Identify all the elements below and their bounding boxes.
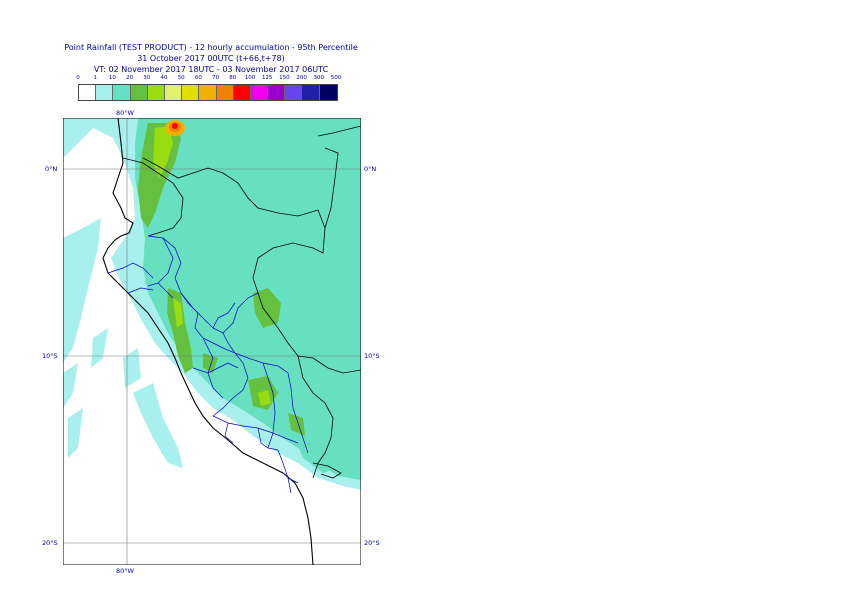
legend-label: 200 [296, 75, 307, 81]
legend-label: 70 [212, 75, 220, 81]
color-legend [78, 84, 338, 101]
legend-swatch [199, 85, 217, 100]
latitude-label-0-right: 0°N [364, 165, 377, 173]
latitude-label-10-right: 10°S [364, 352, 380, 360]
legend-label: 100 [244, 75, 256, 81]
legend-labels: 0 1 10 20 30 40 50 60 70 80 100 125 150 200 300 500 [70, 75, 360, 84]
legend-label: 300 [313, 75, 325, 81]
rainfall-map [63, 118, 361, 565]
map-subtitle-date: 31 October 2017 00UTC (t+66,t+78) [137, 54, 285, 63]
legend-swatch [79, 85, 97, 100]
legend-label: 50 [177, 75, 185, 81]
rain-peak [165, 120, 185, 136]
legend-label: 40 [160, 75, 168, 81]
legend-swatch [285, 85, 303, 100]
legend-label: 60 [194, 75, 202, 81]
latitude-label-20-left: 20°S [42, 539, 58, 547]
longitude-label-top: 80°W [116, 109, 134, 117]
country-borders [122, 125, 361, 479]
coastline [102, 118, 314, 565]
legend-label: 0 [76, 75, 80, 81]
legend-swatch [216, 85, 234, 100]
legend-swatch [268, 85, 286, 100]
map-subtitle-validity: VT: 02 November 2017 18UTC - 03 November… [93, 65, 329, 74]
legend-swatch [233, 85, 251, 100]
legend-swatch [130, 85, 148, 100]
legend-swatch [319, 85, 337, 100]
latitude-label-10-left: 10°S [42, 352, 58, 360]
legend-label: 1 [93, 75, 97, 81]
legend-swatch [147, 85, 165, 100]
legend-label: 10 [108, 75, 116, 81]
legend-swatch [182, 85, 200, 100]
legend-label: 30 [143, 75, 151, 81]
legend-label: 125 [261, 75, 273, 81]
rain-band-medium [135, 118, 361, 480]
rain-band-heavy [153, 126, 271, 406]
legend-swatch [250, 85, 269, 100]
legend-label: 80 [229, 75, 237, 81]
legend-swatch [96, 85, 114, 100]
legend-label: 150 [279, 75, 290, 81]
latitude-label-0-left: 0°N [45, 165, 58, 173]
latitude-label-20-right: 20°S [364, 539, 380, 547]
regional-borders [107, 235, 309, 494]
longitude-label-bottom: 80°W [116, 567, 134, 575]
legend-swatch [302, 85, 320, 100]
legend-swatch [113, 85, 131, 100]
map-title: Point Rainfall (TEST PRODUCT) - 12 hourl… [64, 43, 358, 52]
legend-label: 500 [330, 75, 342, 81]
legend-swatch [164, 85, 183, 100]
legend-label: 20 [126, 75, 134, 81]
